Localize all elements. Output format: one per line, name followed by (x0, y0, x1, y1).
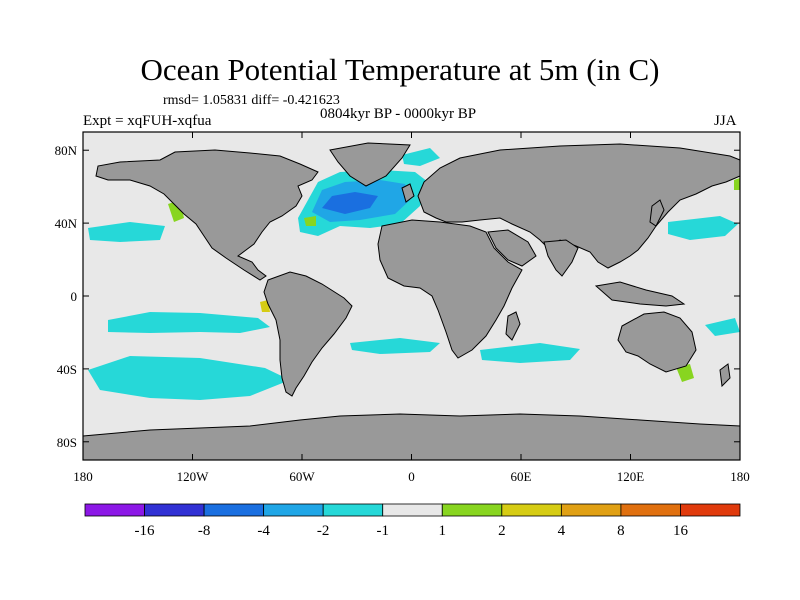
anomaly-indian-ocean-band (480, 343, 580, 363)
land-new-zealand (719, 363, 731, 388)
colorbar-label: 16 (673, 523, 689, 539)
anomaly-warm-gulf-of-guinea (304, 216, 316, 226)
anomaly-north-atlantic-core (322, 192, 378, 214)
colorbar-label: -8 (198, 523, 211, 539)
experiment-label: Expt = xqFUH-xqfua (83, 113, 212, 129)
y-tick-label: 0 (71, 289, 78, 304)
season-label: JJA (714, 113, 737, 129)
land-masses (82, 142, 741, 461)
colorbar-label: 4 (558, 523, 566, 539)
y-tick-label: 80N (55, 143, 78, 158)
x-tick-label: 60W (289, 469, 315, 484)
colorbar-swatch (144, 503, 205, 517)
axis-ticks: 180 120W 60W 0 60E 120E 180 80N 40N 0 40S 80S (55, 132, 750, 484)
land-madagascar (505, 311, 521, 341)
colorbar-label: 1 (439, 523, 447, 539)
colorbar-label: -2 (317, 523, 330, 539)
y-tick-label: 40S (57, 362, 77, 377)
colorbar-swatch (203, 503, 265, 517)
map-panel (82, 131, 741, 461)
anomaly-south-pacific-east (705, 318, 740, 336)
colorbar-swatch (382, 503, 443, 517)
anomaly-kuroshio-band (668, 216, 738, 240)
anomaly-arctic-atlantic (402, 148, 440, 166)
land-greenland (329, 142, 411, 187)
colorbar-label: -1 (376, 523, 389, 539)
colorbar-swatch (680, 503, 741, 517)
land-north-america (95, 149, 319, 281)
y-tick-label: 80S (57, 435, 77, 450)
y-tick-label: 40N (55, 216, 78, 231)
anomaly-south-pacific-band (108, 312, 270, 333)
chart-title: Ocean Potential Temperature at 5m (in C) (140, 52, 660, 87)
x-tick-label: 0 (408, 469, 415, 484)
anomaly-southern-ocean-band (88, 356, 290, 400)
colorbar-swatch (560, 503, 622, 517)
anomaly-warm-arabian (734, 178, 740, 190)
colorbar-label: -4 (257, 523, 270, 539)
colorbar: -16 -8 -4 -2 -1 1 2 4 8 16 (84, 503, 741, 539)
x-tick-label: 180 (73, 469, 93, 484)
land-africa (377, 219, 523, 359)
anomaly-warm-australia-se (676, 364, 694, 382)
land-eurasia (417, 143, 741, 269)
x-tick-label: 120E (617, 469, 645, 484)
stats-label: rmsd= 1.05831 diff= -0.421623 (163, 93, 340, 108)
colorbar-label: 8 (617, 523, 625, 539)
colorbar-swatch (620, 503, 681, 517)
colorbar-swatch (501, 503, 562, 517)
land-british-isles (401, 183, 415, 203)
anomaly-south-atlantic-band (350, 338, 440, 354)
land-japan (649, 199, 665, 227)
x-tick-label: 180 (730, 469, 750, 484)
land-australia (617, 311, 697, 373)
colorbar-label: -16 (135, 523, 155, 539)
period-label: 0804kyr BP - 0000kyr BP (320, 106, 477, 122)
land-maritime-southeast-asia (594, 281, 686, 307)
colorbar-swatch (441, 503, 503, 517)
x-tick-label: 60E (511, 469, 532, 484)
colorbar-swatch (263, 503, 324, 517)
colorbar-swatch (84, 503, 145, 517)
anomaly-north-pacific-band (88, 222, 165, 242)
land-arabia (487, 229, 537, 267)
colorbar-label: 2 (498, 523, 506, 539)
x-tick-label: 120W (177, 469, 210, 484)
land-south-america (263, 271, 353, 397)
anomaly-regions (88, 148, 740, 400)
land-india (543, 239, 579, 277)
colorbar-swatch (322, 503, 384, 517)
